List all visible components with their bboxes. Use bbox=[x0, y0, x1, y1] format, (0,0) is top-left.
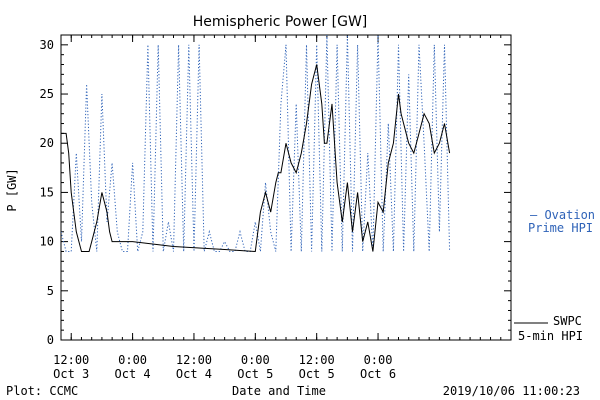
x-tick-label-date: Oct 4 bbox=[176, 367, 212, 381]
y-tick-label: 20 bbox=[40, 136, 54, 150]
y-axis-label: P [GW] bbox=[5, 168, 19, 211]
x-axis-label: Date and Time bbox=[232, 384, 326, 398]
y-tick-label: 5 bbox=[47, 284, 54, 298]
legend-swpc-label-2: 5-min HPI bbox=[518, 329, 583, 343]
y-tick-label: 30 bbox=[40, 38, 54, 52]
plot-timestamp: 2019/10/06 11:00:23 bbox=[443, 384, 580, 398]
y-tick-label: 15 bbox=[40, 185, 54, 199]
x-tick-label-date: Oct 4 bbox=[115, 367, 151, 381]
legend-ovation-label: — Ovation bbox=[530, 208, 595, 222]
x-tick-label-date: Oct 6 bbox=[360, 367, 396, 381]
series-ovation-line bbox=[61, 35, 451, 252]
x-tick-label-time: 12:00 bbox=[299, 353, 335, 367]
x-tick-label-time: 0:00 bbox=[241, 353, 270, 367]
plot-credit: Plot: CCMC bbox=[6, 384, 78, 398]
x-tick-label-time: 0:00 bbox=[364, 353, 393, 367]
x-tick-label-date: Oct 5 bbox=[299, 367, 335, 381]
x-tick-label-time: 12:00 bbox=[53, 353, 89, 367]
x-tick-label-date: Oct 5 bbox=[237, 367, 273, 381]
y-tick-label: 25 bbox=[40, 87, 54, 101]
y-tick-label: 0 bbox=[47, 333, 54, 347]
x-tick-label-time: 0:00 bbox=[118, 353, 147, 367]
chart-title: Hemispheric Power [GW] bbox=[193, 14, 368, 30]
legend-swpc-label: SWPC bbox=[553, 314, 582, 328]
x-tick-label-time: 12:00 bbox=[176, 353, 212, 367]
y-tick-label: 10 bbox=[40, 235, 54, 249]
series-swpc-line bbox=[61, 64, 451, 253]
legend-ovation-label-2: Prime HPI bbox=[528, 221, 593, 235]
x-tick-label-date: Oct 3 bbox=[53, 367, 89, 381]
